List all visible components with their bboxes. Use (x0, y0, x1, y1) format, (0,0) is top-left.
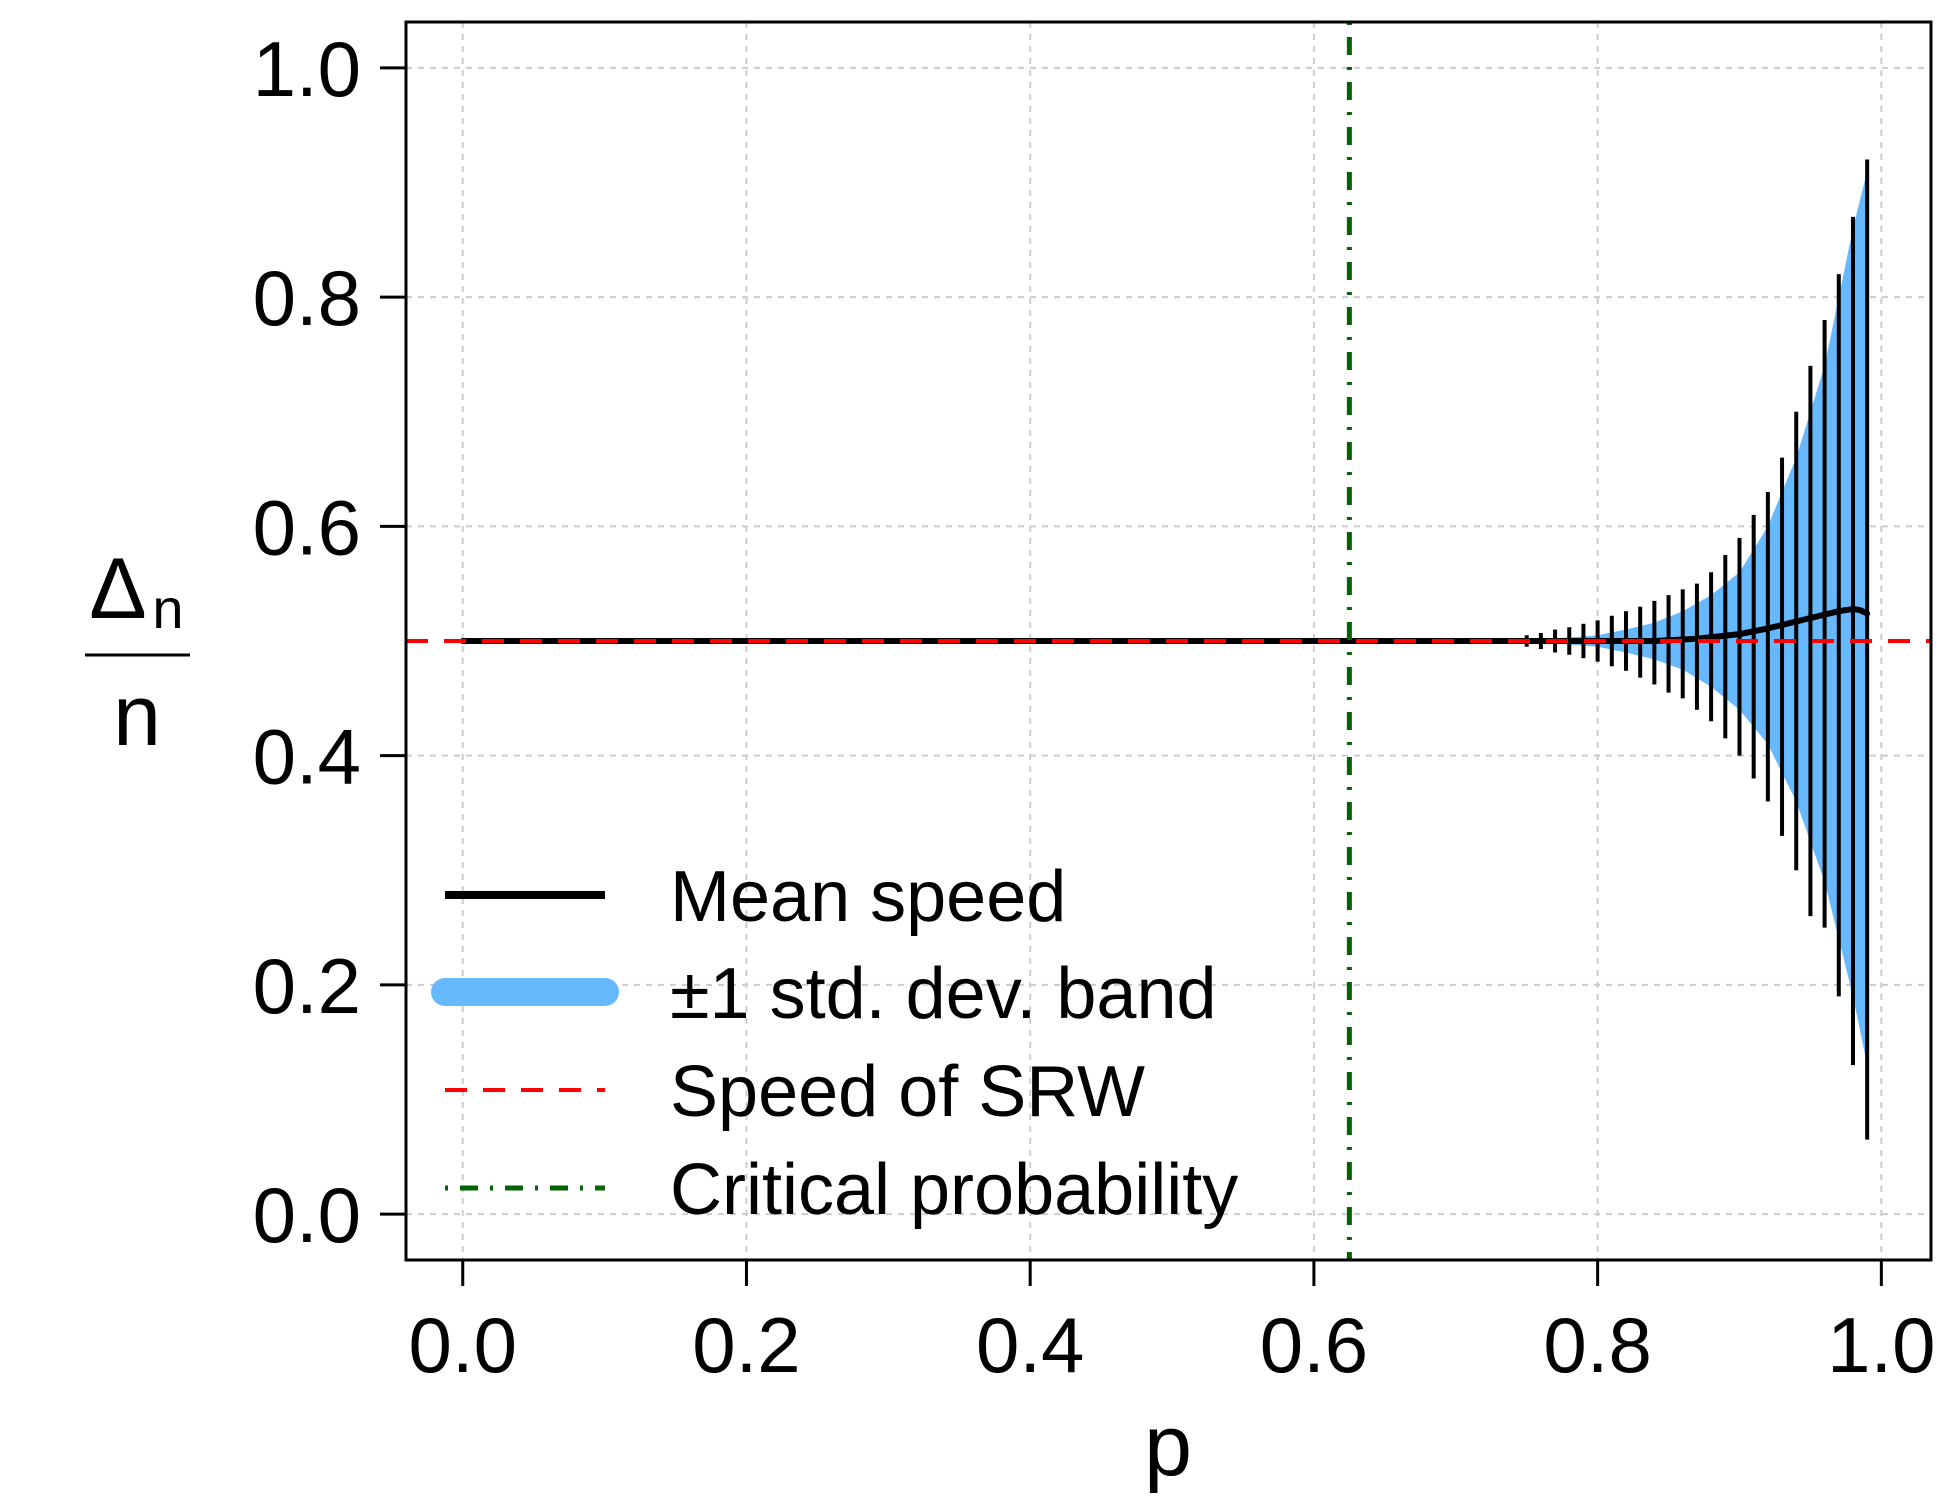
mean-speed-line (459, 605, 1871, 644)
x-axis-title: p (1144, 1398, 1192, 1494)
std-dev-band (1512, 171, 1868, 1066)
y-tick-label: 0.0 (253, 1171, 361, 1259)
y-axis: 0.0 0.2 0.4 0.6 0.8 1.0 (253, 25, 406, 1259)
x-tick-label: 0.8 (1543, 1301, 1651, 1389)
legend-item: Speed of SRW (445, 1052, 1145, 1132)
x-tick-label: 0.6 (1260, 1301, 1368, 1389)
plot-area (406, 22, 1931, 1260)
y-tick-label: 0.4 (253, 713, 361, 801)
legend-label: ±1 std. dev. band (670, 954, 1217, 1034)
x-tick-label: 0.2 (692, 1301, 800, 1389)
legend-label: Speed of SRW (670, 1052, 1145, 1132)
x-tick-label: 1.0 (1827, 1301, 1935, 1389)
x-axis: 0.0 0.2 0.4 0.6 0.8 1.0 (409, 1260, 1936, 1389)
y-tick-label: 0.8 (253, 254, 361, 342)
legend-label: Critical probability (670, 1150, 1238, 1230)
y-axis-title: Δ n n (85, 541, 190, 764)
legend-label: Mean speed (670, 857, 1066, 937)
legend-item: Mean speed (445, 857, 1066, 937)
x-tick-label: 0.0 (409, 1301, 517, 1389)
y-tick-label: 1.0 (253, 25, 361, 113)
legend-item: ±1 std. dev. band (431, 954, 1217, 1034)
grid (406, 22, 1931, 1260)
y-axis-title-delta: Δ (89, 541, 146, 637)
legend: Mean speed ±1 std. dev. band Speed of SRW C… (431, 857, 1238, 1230)
plot-frame (404, 20, 1933, 1262)
x-tick-label: 0.4 (976, 1301, 1084, 1389)
y-axis-title-denominator: n (113, 668, 161, 764)
y-tick-label: 0.2 (253, 942, 361, 1030)
y-axis-title-subscript: n (152, 577, 183, 640)
legend-item: Critical probability (445, 1150, 1238, 1230)
y-tick-label: 0.6 (253, 483, 361, 571)
